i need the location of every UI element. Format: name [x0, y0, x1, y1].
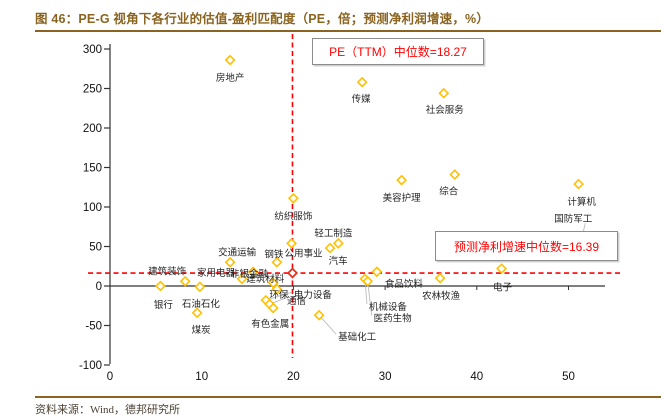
- title-divider: [35, 30, 661, 32]
- industry-label: 有色金属: [251, 318, 289, 330]
- scatter-point: [362, 275, 374, 287]
- industry-label: 钢铁: [264, 248, 284, 260]
- industry-label: 国防军工: [554, 213, 593, 225]
- industry-label: 家用电器: [197, 267, 236, 279]
- scatter-point: [434, 272, 446, 284]
- scatter-point: [267, 277, 279, 289]
- industry-label: 传媒: [352, 93, 372, 105]
- footer-divider: [35, 396, 661, 398]
- industry-label: 银行: [154, 299, 174, 311]
- scatter-point: [371, 266, 383, 278]
- scatter-point: [573, 178, 585, 190]
- tick-label: 0: [96, 281, 102, 293]
- data-source: 资料来源：Wind，德邦研究所: [35, 404, 180, 416]
- scatter-point: [247, 266, 259, 278]
- tick-label: 300: [83, 44, 102, 56]
- industry-label: 机械设备: [369, 301, 408, 313]
- scatter-point: [224, 256, 236, 268]
- tick-label: -100: [79, 360, 102, 372]
- scatter-point: [155, 280, 166, 292]
- tick-label: 100: [83, 202, 102, 214]
- industry-label: 房地产: [216, 72, 245, 84]
- scatter-point: [313, 309, 325, 321]
- industry-label: 综合: [439, 186, 459, 198]
- scatter-point: [191, 307, 203, 319]
- leader-line: [367, 281, 373, 316]
- industry-label: 汽车: [329, 255, 348, 267]
- scatter-point: [356, 76, 368, 88]
- industry-label: 食品饮料: [385, 278, 424, 290]
- industry-label: 美容护理: [383, 192, 422, 204]
- industry-label: 非银金融: [230, 268, 269, 280]
- pe-median-annotation-box: PE（TTM）中位数=18.27: [312, 38, 484, 65]
- tick-label: 30: [379, 371, 392, 383]
- leader-line: [318, 314, 337, 335]
- industry-label: 计算机: [567, 196, 596, 208]
- industry-label: 交通运输: [218, 246, 257, 258]
- scatter-point: [271, 283, 283, 295]
- tick-label: 200: [83, 123, 102, 135]
- scatter-point: [324, 242, 336, 254]
- industry-label: 电力设备: [294, 289, 333, 301]
- tick-label: 150: [83, 163, 102, 175]
- tick-label: 20: [287, 371, 300, 383]
- industry-label: 医药生物: [374, 312, 413, 324]
- figure-title: 图 46：PE-G 视角下各行业的估值-盈利匹配度（PE，倍；预测净利润增速，%…: [35, 12, 490, 26]
- industry-label: 建筑装饰: [148, 265, 186, 277]
- industry-label: 电子: [493, 282, 513, 294]
- scatter-point: [449, 169, 461, 181]
- scatter-point: [267, 302, 279, 314]
- industry-label: 轻工制造: [314, 227, 353, 239]
- scatter-point: [496, 263, 507, 275]
- tick-label: 50: [562, 371, 575, 383]
- scatter-point: [179, 275, 191, 287]
- tick-label: 0: [107, 371, 113, 383]
- tick-label: 250: [83, 84, 102, 96]
- scatter-point: [332, 237, 344, 249]
- industry-label: 煤炭: [192, 324, 212, 336]
- industry-label: 社会服务: [426, 104, 465, 116]
- scatter-point: [236, 273, 248, 285]
- industry-label: 石油石化: [182, 298, 221, 310]
- median-point: [286, 267, 299, 279]
- industry-label: 环保: [269, 289, 289, 301]
- industry-label: 基础化工: [338, 331, 377, 343]
- scatter-point: [286, 237, 297, 249]
- industry-label: 纺织服饰: [274, 210, 312, 222]
- growth-median-annotation-box: 预测净利增速中位数=16.39: [435, 231, 618, 261]
- industry-label: 通信: [287, 295, 306, 307]
- industry-label: 建筑材料: [246, 273, 285, 285]
- scatter-point: [438, 87, 450, 99]
- tick-label: 40: [470, 371, 483, 383]
- tick-label: -50: [85, 321, 102, 333]
- scatter-point: [271, 256, 283, 268]
- industry-label: 公用事业: [285, 247, 323, 259]
- tick-label: 10: [195, 371, 208, 383]
- leader-line: [265, 291, 293, 301]
- industry-label: 农林牧渔: [422, 290, 461, 302]
- scatter-point: [396, 174, 408, 186]
- scatter-point: [194, 281, 206, 293]
- scatter-point: [224, 54, 236, 66]
- scatter-point: [287, 192, 299, 204]
- tick-label: 50: [89, 242, 102, 254]
